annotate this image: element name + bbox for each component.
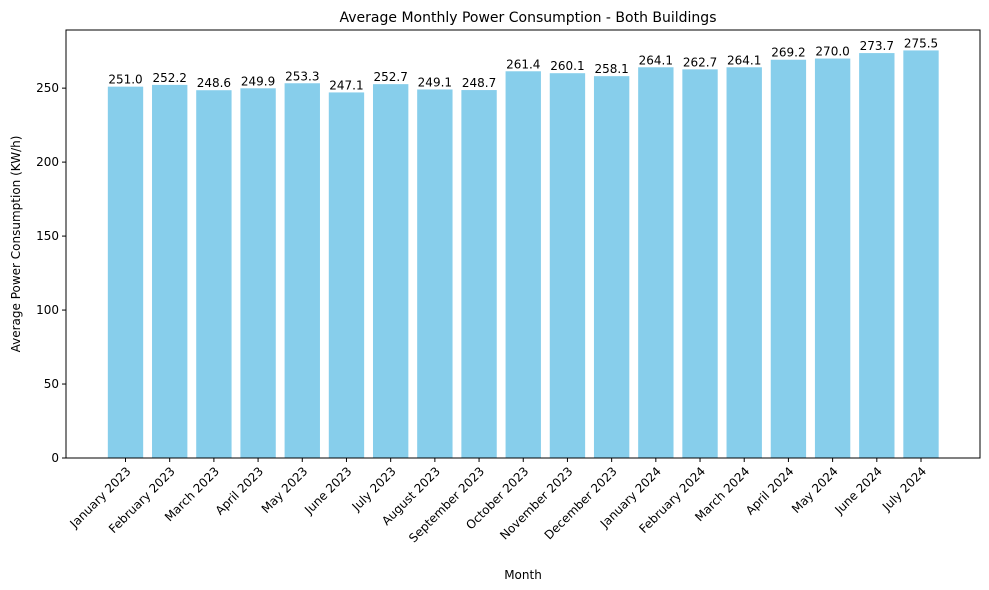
bar	[814, 58, 851, 459]
bar-value-label: 262.7	[683, 55, 717, 69]
y-tick-label: 50	[44, 377, 59, 391]
bar	[682, 69, 718, 458]
bar-value-label: 249.1	[418, 75, 452, 89]
bar-value-label: 248.7	[462, 76, 496, 90]
bar-value-label: 264.1	[639, 53, 673, 67]
chart-title: Average Monthly Power Consumption - Both…	[340, 10, 717, 26]
bar	[240, 88, 276, 458]
bar-value-label: 251.0	[108, 73, 142, 87]
x-axis-label: Month	[504, 568, 542, 582]
bar	[328, 92, 365, 459]
bar	[284, 83, 320, 458]
bar-value-label: 261.4	[506, 57, 540, 71]
bar	[549, 73, 586, 458]
bar-value-label: 252.2	[153, 71, 187, 85]
bar-value-label: 273.7	[860, 39, 894, 53]
y-tick-label: 0	[51, 451, 59, 465]
bar	[152, 84, 188, 458]
y-axis-label: Average Power Consumption (KW/h)	[9, 136, 23, 353]
bar-value-label: 248.6	[197, 76, 231, 90]
bar-value-label: 269.2	[771, 46, 805, 60]
bar-value-label: 260.1	[550, 59, 584, 73]
data-labels-group: 251.0 252.2 248.6 249.9 253.3 247.1 252.7 249.1…	[108, 36, 938, 92]
y-tick-label: 100	[36, 303, 59, 317]
bar	[417, 89, 453, 458]
bar	[372, 84, 409, 459]
bar-value-label: 249.9	[241, 74, 275, 88]
bar	[638, 67, 674, 458]
y-tick-label: 200	[36, 155, 59, 169]
bar	[726, 67, 762, 458]
plot-frame	[65, 29, 981, 459]
bar	[505, 71, 541, 458]
bar-value-label: 270.0	[815, 45, 849, 59]
bar-value-label: 258.1	[594, 62, 628, 76]
bar	[107, 86, 144, 458]
bar-value-label: 275.5	[904, 36, 938, 50]
bar-value-label: 264.1	[727, 53, 761, 67]
bar	[461, 90, 497, 458]
bar	[903, 50, 939, 459]
bar	[593, 76, 630, 458]
y-axis: 0 50 100 150 200 250	[36, 81, 66, 465]
y-tick-label: 150	[36, 229, 59, 243]
bar-value-label: 247.1	[329, 78, 363, 92]
bar	[770, 59, 807, 459]
bar	[859, 53, 895, 458]
bar-value-label: 252.7	[373, 70, 407, 84]
bar	[196, 90, 232, 459]
bar-value-label: 253.3	[285, 69, 319, 83]
y-tick-label: 250	[36, 81, 59, 95]
bars-group	[107, 50, 939, 459]
